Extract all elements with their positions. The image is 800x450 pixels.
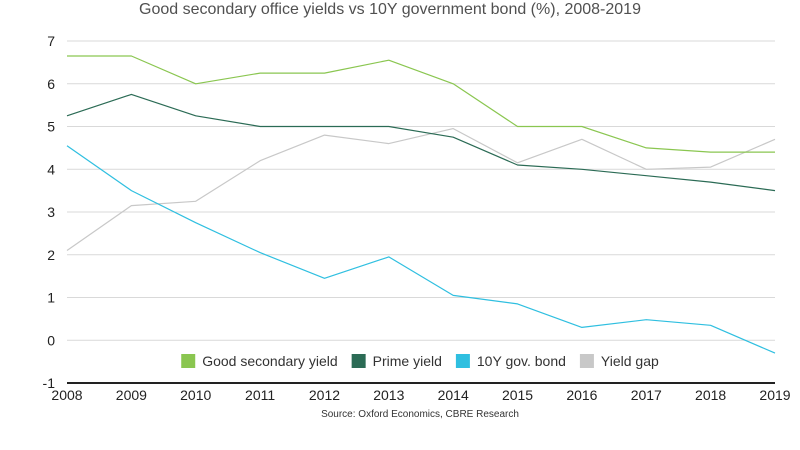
y-tick-label: 1 [47, 290, 55, 306]
x-tick-label: 2012 [309, 387, 340, 403]
legend-label: 10Y gov. bond [477, 353, 566, 369]
x-tick-label: 2019 [759, 387, 790, 403]
chart-source: Source: Oxford Economics, CBRE Research [321, 409, 519, 420]
grid-lines [67, 40, 775, 341]
y-tick-label: 0 [47, 332, 55, 348]
series-lines [66, 55, 776, 354]
legend-item: 10Y gov. bond [455, 353, 566, 369]
x-tick-label: 2009 [116, 387, 147, 403]
legend: Good secondary yield Prime yield 10Y gov. … [181, 353, 659, 369]
x-tick-label: 2014 [438, 387, 469, 403]
legend-item: Prime yield [351, 353, 442, 369]
legend-label: Good secondary yield [202, 353, 337, 369]
series-line-10y-gov-bond [66, 145, 776, 354]
y-tick-label: 4 [47, 161, 55, 177]
legend-swatch [351, 354, 366, 368]
x-tick-label: 2008 [51, 387, 82, 403]
x-tick-label: 2015 [502, 387, 533, 403]
x-tick-label: 2017 [631, 387, 662, 403]
legend-swatch [455, 354, 470, 368]
y-axis-ticks: 7 6 5 4 3 2 1 0 -1 [43, 33, 56, 391]
x-tick-label: 2013 [373, 387, 404, 403]
legend-item: Yield gap [579, 353, 659, 369]
y-tick-label: 7 [47, 33, 55, 49]
x-tick-label: 2018 [695, 387, 726, 403]
legend-swatch [579, 354, 594, 368]
series-line-yield-gap [66, 128, 776, 251]
legend-swatch [181, 354, 196, 368]
x-tick-label: 2010 [180, 387, 211, 403]
y-tick-label: -1 [43, 375, 56, 391]
y-tick-label: 6 [47, 76, 55, 92]
y-tick-label: 2 [47, 247, 55, 263]
series-line-good-secondary-yield [67, 55, 775, 153]
x-tick-label: 2016 [566, 387, 597, 403]
x-tick-label: 2011 [245, 387, 275, 403]
legend-label: Yield gap [601, 353, 659, 369]
y-tick-label: 3 [47, 204, 55, 220]
y-tick-label: 5 [47, 119, 55, 135]
chart-title: Good secondary office yields vs 10Y gove… [139, 1, 641, 18]
series-line-prime-yield [66, 93, 776, 192]
legend-label: Prime yield [373, 353, 442, 369]
x-axis-ticks: 2008 2009 2010 2011 2012 2013 2014 2015 2016 2017… [51, 387, 790, 403]
legend-item: Good secondary yield [181, 353, 338, 369]
